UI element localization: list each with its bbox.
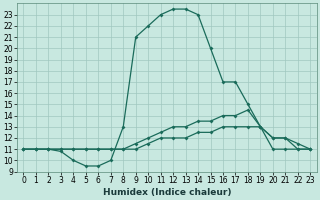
X-axis label: Humidex (Indice chaleur): Humidex (Indice chaleur) [103,188,231,197]
